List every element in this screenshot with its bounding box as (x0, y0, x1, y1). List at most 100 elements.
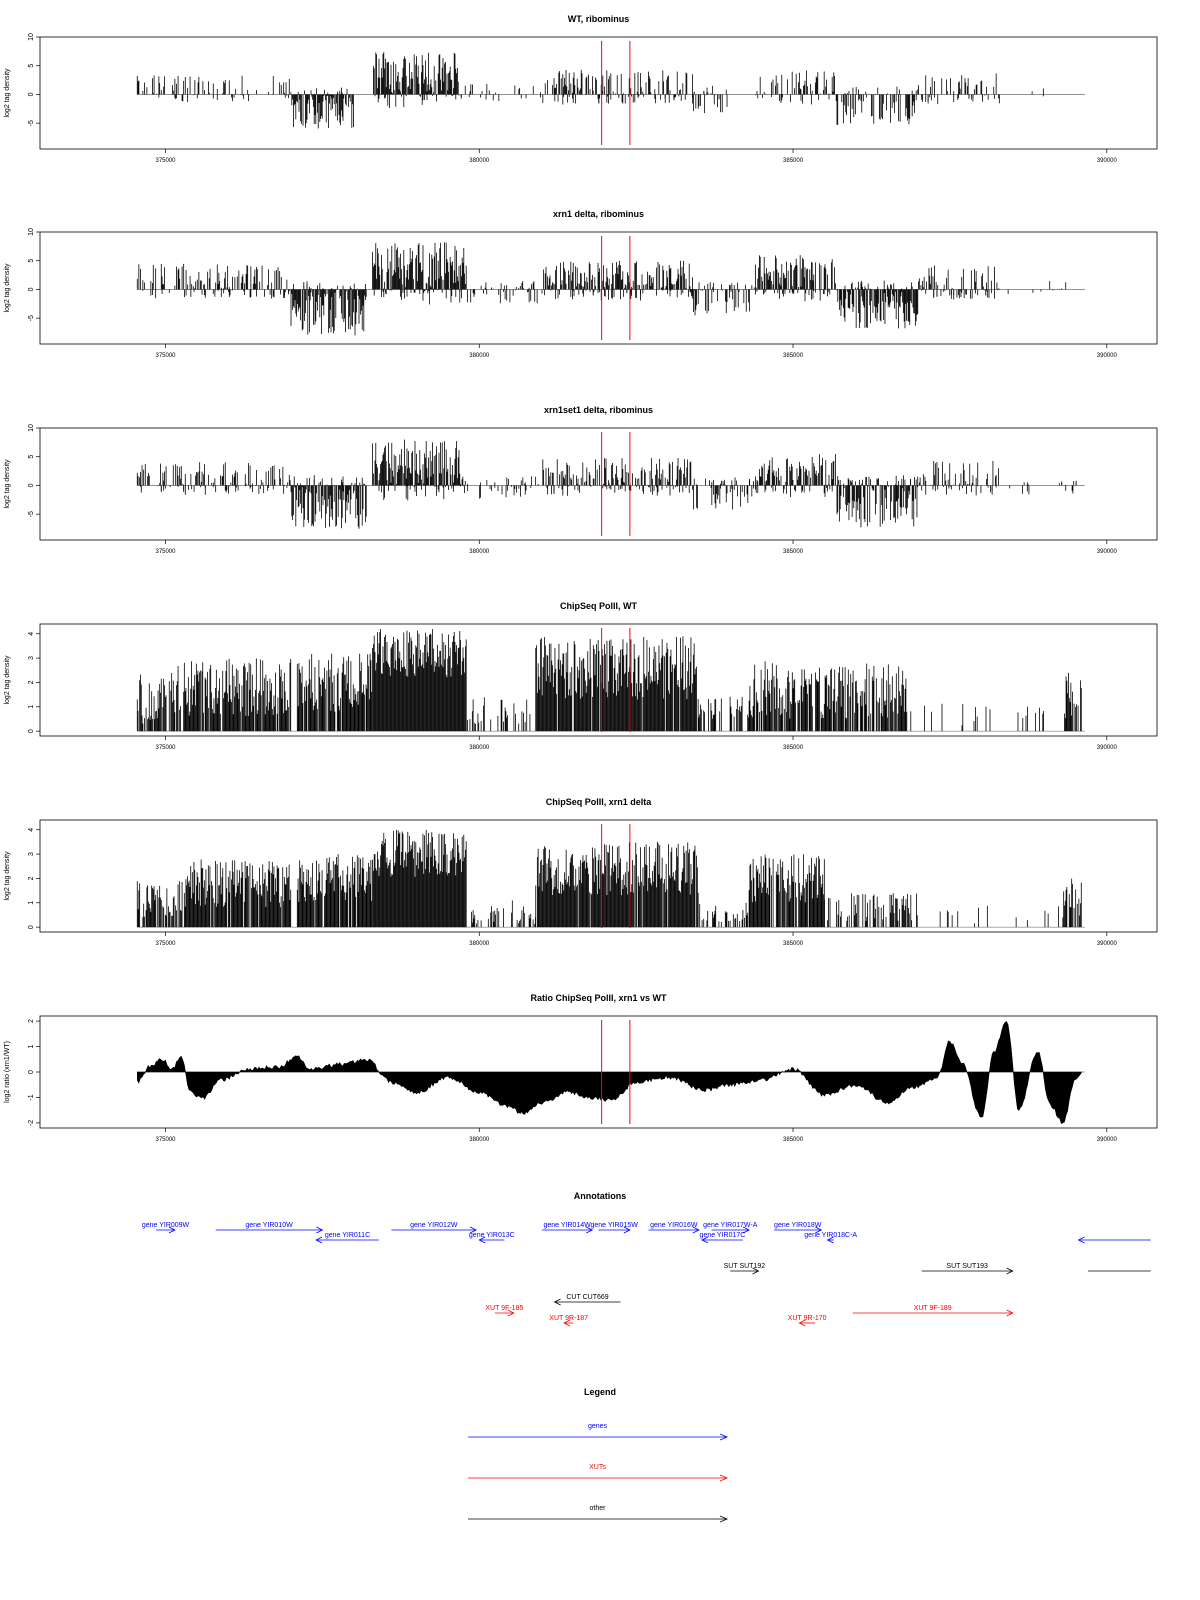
feature-arrow-head (742, 1226, 751, 1234)
feature-arrow-head (752, 1267, 760, 1275)
other-feature: SUT SUT192 (724, 1263, 766, 1275)
y-axis-label: log2 tag density (4, 459, 11, 509)
y-tick-label: 1 (28, 901, 35, 905)
x-tick-label: 375000 (155, 941, 176, 947)
y-tick-label: 2 (28, 680, 35, 684)
legend-arrow-head (719, 1515, 729, 1523)
feature-label: gene YIR018C-A (804, 1232, 857, 1239)
annotations-title: Annotations (574, 1191, 627, 1201)
feature-arrow-head (815, 1226, 823, 1234)
panel-title: ChipSeq PolII, xrn1 delta (546, 797, 653, 807)
legend: Legend genes XUTs other (468, 1387, 729, 1523)
panel-5: ChipSeq PolII, xrn1 delta log2 tag densit… (4, 797, 1158, 947)
feature-label: gene YIR017C (700, 1232, 746, 1239)
y-axis-label: log2 tag density (4, 655, 11, 705)
feature-arrow-head (692, 1226, 700, 1234)
panel-4: ChipSeq PolII, WT log2 tag density 4 3 2 1 0 37… (4, 601, 1158, 751)
data-marks (136, 829, 1082, 928)
feature-label: gene YIR014W (543, 1222, 591, 1229)
legend-label: genes (588, 1423, 608, 1430)
gene-feature: gene YIR011C (315, 1232, 379, 1244)
gene-feature: gene YIR018C-A (804, 1232, 857, 1244)
y-tick-label: 10 (28, 228, 35, 236)
feature-arrow-head (623, 1226, 631, 1234)
x-tick-label: 380000 (469, 158, 490, 164)
feature-label: gene YIR018W (774, 1222, 822, 1229)
y-tick-label: -2 (28, 1120, 35, 1126)
legend-entry: XUTs (468, 1464, 729, 1482)
y-tick-label: 2 (28, 1019, 35, 1023)
feature-arrow-head (798, 1319, 806, 1327)
x-tick-label: 390000 (1097, 1137, 1118, 1143)
panel-title: Ratio ChipSeq PolII, xrn1 vs WT (530, 993, 667, 1003)
feature-label: CUT CUT669 (566, 1294, 608, 1301)
y-tick-label: -1 (28, 1094, 35, 1100)
data-marks (136, 439, 1077, 529)
legend-entry: other (468, 1505, 729, 1523)
feature-arrow-head (553, 1298, 561, 1306)
feature-arrow-head (701, 1236, 709, 1244)
y-axis-label: log2 tag density (4, 68, 11, 118)
y-tick-label: 3 (28, 656, 35, 660)
gene-feature (1077, 1236, 1151, 1244)
feature-arrow-head (1006, 1267, 1014, 1275)
feature-label: gene YIR016W (650, 1222, 698, 1229)
gene-feature: gene YIR009W (142, 1222, 190, 1234)
feature-arrow-head (586, 1226, 594, 1234)
x-tick-label: 380000 (469, 745, 490, 751)
y-tick-label: 3 (28, 852, 35, 856)
legend-arrow-head (719, 1474, 729, 1482)
feature-arrow-head (1077, 1236, 1085, 1244)
x-tick-label: 385000 (783, 353, 804, 359)
gene-feature: gene YIR016W (648, 1222, 700, 1234)
feature-arrow-head (478, 1236, 486, 1244)
data-marks (136, 242, 1067, 336)
plot-frame (39, 231, 1158, 345)
x-tick-label: 385000 (783, 941, 804, 947)
x-tick-label: 380000 (469, 1137, 490, 1143)
y-axis-label: log2 ratio (xrn1/WT) (4, 1041, 11, 1103)
x-tick-label: 375000 (155, 353, 176, 359)
data-marks (136, 628, 1082, 732)
feature-arrow-head (507, 1309, 515, 1317)
legend-title: Legend (584, 1387, 616, 1397)
feature-label: gene YIR010W (245, 1222, 293, 1229)
legend-label: XUTs (589, 1464, 606, 1471)
y-tick-label: 4 (28, 632, 35, 636)
legend-label: other (590, 1505, 607, 1512)
feature-label: gene YIR017W-A (703, 1222, 758, 1229)
legend-arrow-head (719, 1433, 729, 1441)
y-tick-label: -5 (28, 120, 35, 126)
feature-label: XUT 9F-189 (914, 1305, 952, 1312)
feature-label: SUT SUT192 (724, 1263, 766, 1270)
y-tick-label: 0 (28, 729, 35, 733)
x-tick-label: 385000 (783, 745, 804, 751)
feature-arrow-head (1006, 1309, 1014, 1317)
x-tick-label: 375000 (155, 158, 176, 164)
feature-label: gene YIR011C (325, 1232, 370, 1239)
feature-arrow-head (315, 1236, 323, 1244)
x-tick-label: 380000 (469, 941, 490, 947)
feature-arrow-head (563, 1319, 571, 1327)
y-tick-label: 10 (28, 33, 35, 41)
annotations-panel: Annotations gene YIR009W gene YIR010W gene … (142, 1191, 1151, 1327)
feature-label: SUT SUT193 (946, 1263, 988, 1270)
other-feature: CUT CUT669 (553, 1294, 621, 1306)
x-tick-label: 390000 (1097, 158, 1118, 164)
y-tick-label: -5 (28, 511, 35, 517)
y-tick-label: 0 (28, 287, 35, 291)
x-tick-label: 385000 (783, 549, 804, 555)
x-tick-label: 390000 (1097, 941, 1118, 947)
panel-title: WT, ribominus (568, 14, 630, 24)
data-marks (137, 1021, 1083, 1125)
x-tick-label: 380000 (469, 549, 490, 555)
panel-3: xrn1set1 delta, ribominus log2 tag densit… (4, 405, 1158, 555)
feature-label: XUT 9F-185 (485, 1305, 523, 1312)
feature-label: gene YIR009W (142, 1222, 190, 1229)
y-tick-label: 5 (28, 455, 35, 459)
plot-frame (39, 36, 1158, 150)
x-tick-label: 390000 (1097, 745, 1118, 751)
feature-label: XUT 9R-170 (788, 1315, 827, 1322)
other-feature: SUT SUT193 (921, 1263, 1014, 1275)
xut-feature: XUT 9R-170 (788, 1315, 827, 1327)
